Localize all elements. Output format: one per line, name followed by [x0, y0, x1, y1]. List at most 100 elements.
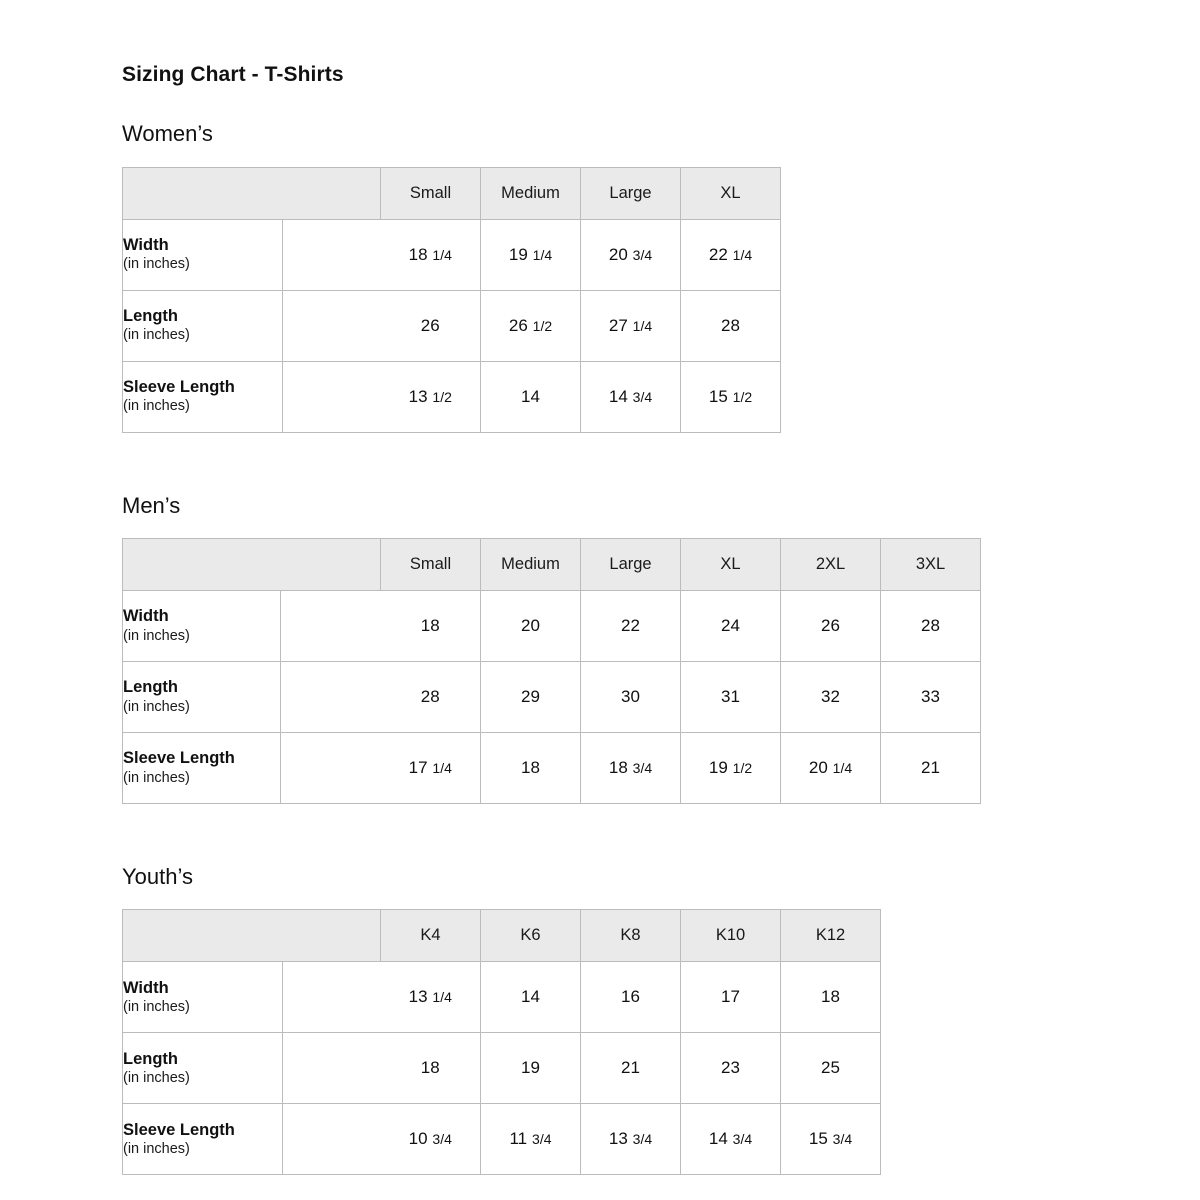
row-label-title: Length — [123, 678, 178, 697]
sections-container: Women’s Small Medium Large XL Width (in inches… — [122, 121, 1200, 1176]
cell-value: 13 1/2 — [380, 360, 481, 433]
row-label-sleeve-length: Sleeve Length (in inches) — [122, 360, 283, 433]
cell-value: 10 3/4 — [380, 1103, 481, 1176]
cell-value: 32 — [780, 660, 881, 733]
cell-value: 19 1/4 — [480, 218, 581, 291]
row-label-width: Width (in inches) — [122, 218, 283, 291]
row-label-length: Length (in inches) — [122, 1032, 283, 1105]
row-label-units: (in inches) — [123, 327, 190, 344]
cell-value: 20 1/4 — [780, 731, 881, 804]
cell-value: 11 3/4 — [480, 1103, 581, 1176]
label-column-spacer — [282, 961, 381, 1034]
cell-value: 23 — [680, 1032, 781, 1105]
cell-value: 28 — [880, 589, 981, 662]
row-label-title: Length — [123, 306, 178, 325]
header-corner-cell — [122, 166, 381, 220]
page-title: Sizing Chart - T-Shirts — [122, 63, 344, 86]
cell-value: 22 1/4 — [680, 218, 781, 291]
cell-value: 19 — [480, 1032, 581, 1105]
label-column-spacer — [280, 731, 381, 804]
size-table-youths: K4 K6 K8 K10 K12 Width (in inches) 13 1/4 14 16 17… — [122, 909, 881, 1176]
row-label-title: Sleeve Length — [123, 377, 235, 396]
table-row: Length (in inches) 28 29 30 31 32 33 — [122, 660, 981, 733]
column-header-k4: K4 — [380, 909, 481, 963]
cell-value: 30 — [580, 660, 681, 733]
cell-value: 25 — [780, 1032, 881, 1105]
label-column-spacer — [280, 660, 381, 733]
cell-value: 18 3/4 — [580, 731, 681, 804]
column-header-2xl: 2XL — [780, 537, 881, 591]
column-header-small: Small — [380, 166, 481, 220]
column-header-xl: XL — [680, 166, 781, 220]
row-label-length: Length (in inches) — [122, 660, 281, 733]
row-label-title: Sleeve Length — [123, 1120, 235, 1139]
cell-value: 29 — [480, 660, 581, 733]
row-label-units: (in inches) — [123, 398, 190, 415]
section-heading-womens: Women’s — [122, 121, 213, 147]
row-label-units: (in inches) — [123, 627, 190, 644]
section-heading-youths: Youth’s — [122, 863, 193, 889]
table-row: Width (in inches) 18 20 22 24 26 28 — [122, 589, 981, 662]
cell-value: 26 — [780, 589, 881, 662]
row-label-title: Width — [123, 978, 169, 997]
cell-value: 13 3/4 — [580, 1103, 681, 1176]
cell-value: 28 — [380, 660, 481, 733]
column-header-large: Large — [580, 166, 681, 220]
size-table-womens: Small Medium Large XL Width (in inches) 18 1/4… — [122, 166, 781, 433]
row-label-units: (in inches) — [123, 698, 190, 715]
row-label-units: (in inches) — [123, 1070, 190, 1087]
column-header-xl: XL — [680, 537, 781, 591]
cell-value: 27 1/4 — [580, 289, 681, 362]
column-header-3xl: 3XL — [880, 537, 981, 591]
cell-value: 18 — [380, 1032, 481, 1105]
label-column-spacer — [282, 360, 381, 433]
label-column-spacer — [282, 289, 381, 362]
table-header-row: Small Medium Large XL — [122, 166, 781, 220]
column-header-medium: Medium — [480, 166, 581, 220]
column-header-medium: Medium — [480, 537, 581, 591]
cell-value: 18 1/4 — [380, 218, 481, 291]
row-label-title: Width — [123, 235, 169, 254]
table-row: Sleeve Length (in inches) 10 3/4 11 3/4 13 3… — [122, 1103, 881, 1176]
cell-value: 33 — [880, 660, 981, 733]
header-corner-cell — [122, 537, 381, 591]
section-womens: Women’s Small Medium Large XL Width (in inches… — [122, 121, 1200, 433]
cell-value: 24 — [680, 589, 781, 662]
table-header-row: Small Medium Large XL 2XL 3XL — [122, 537, 981, 591]
row-label-sleeve-length: Sleeve Length (in inches) — [122, 1103, 283, 1176]
table-header-row: K4 K6 K8 K10 K12 — [122, 909, 881, 963]
cell-value: 18 — [380, 589, 481, 662]
column-header-k6: K6 — [480, 909, 581, 963]
cell-value: 31 — [680, 660, 781, 733]
cell-value: 20 3/4 — [580, 218, 681, 291]
row-label-title: Sleeve Length — [123, 749, 235, 768]
column-header-large: Large — [580, 537, 681, 591]
table-row: Sleeve Length (in inches) 13 1/2 14 14 3/4 15… — [122, 360, 781, 433]
column-header-k12: K12 — [780, 909, 881, 963]
cell-value: 26 — [380, 289, 481, 362]
label-column-spacer — [280, 589, 381, 662]
cell-value: 21 — [580, 1032, 681, 1105]
cell-value: 14 — [480, 961, 581, 1034]
column-header-k10: K10 — [680, 909, 781, 963]
row-label-width: Width (in inches) — [122, 589, 281, 662]
cell-value: 22 — [580, 589, 681, 662]
size-table-mens: Small Medium Large XL 2XL 3XL Width (in inches)… — [122, 537, 981, 804]
row-label-title: Width — [123, 607, 169, 626]
column-header-small: Small — [380, 537, 481, 591]
cell-value: 17 — [680, 961, 781, 1034]
table-row: Sleeve Length (in inches) 17 1/4 18 18 3/4 19… — [122, 731, 981, 804]
cell-value: 14 3/4 — [580, 360, 681, 433]
cell-value: 21 — [880, 731, 981, 804]
row-label-units: (in inches) — [123, 999, 190, 1016]
row-label-units: (in inches) — [123, 1141, 190, 1158]
cell-value: 18 — [780, 961, 881, 1034]
row-label-sleeve-length: Sleeve Length (in inches) — [122, 731, 281, 804]
cell-value: 15 3/4 — [780, 1103, 881, 1176]
label-column-spacer — [282, 218, 381, 291]
row-label-units: (in inches) — [123, 256, 190, 273]
cell-value: 26 1/2 — [480, 289, 581, 362]
cell-value: 14 3/4 — [680, 1103, 781, 1176]
cell-value: 13 1/4 — [380, 961, 481, 1034]
label-column-spacer — [282, 1103, 381, 1176]
